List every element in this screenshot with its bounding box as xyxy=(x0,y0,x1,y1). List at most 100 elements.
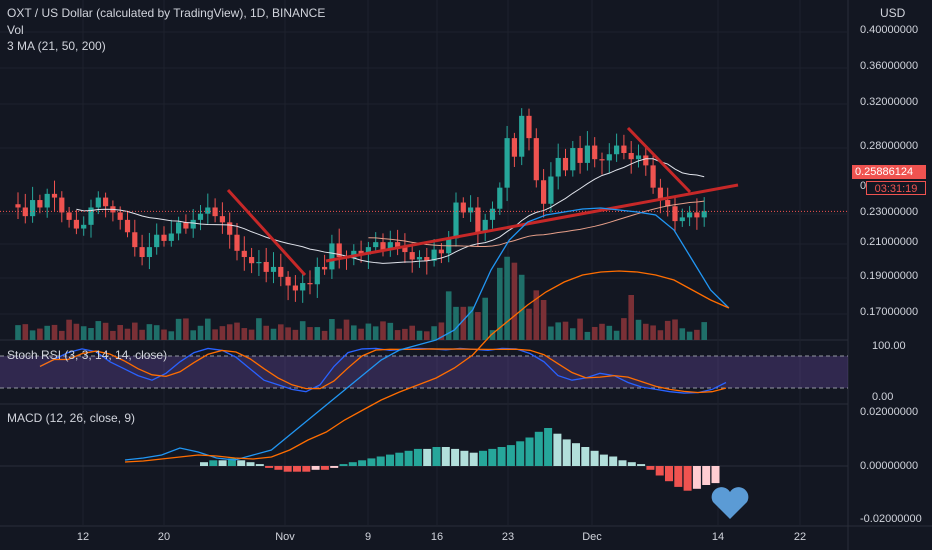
volume-bar xyxy=(635,319,642,340)
macd-histogram-bar xyxy=(339,464,348,466)
candle-body xyxy=(395,242,401,248)
candle-body xyxy=(497,187,503,209)
macd-histogram-bar xyxy=(497,447,506,466)
macd-histogram-bar xyxy=(646,466,655,470)
volume-bar xyxy=(643,323,649,340)
candle-body xyxy=(424,257,430,261)
macd-histogram-bar xyxy=(692,466,701,489)
volume-bar xyxy=(460,306,467,340)
volume-bar xyxy=(445,291,452,340)
macd-histogram-bar xyxy=(581,447,590,466)
volume-bar xyxy=(431,326,437,340)
volume-bar xyxy=(102,322,109,340)
time-tick: 14 xyxy=(711,531,725,543)
volume-bar xyxy=(190,330,196,340)
candle-body xyxy=(614,145,620,155)
volume-bar xyxy=(314,327,321,340)
volume-bar xyxy=(117,325,123,340)
macd-histogram-bar xyxy=(246,462,255,466)
volume-bar xyxy=(146,324,153,340)
stoch-tick: 0.00 xyxy=(872,391,894,403)
macd-histogram-bar xyxy=(348,462,357,466)
macd-histogram-bar xyxy=(255,464,264,466)
volume-bar xyxy=(66,319,72,340)
candle-body xyxy=(124,219,131,233)
macd-line xyxy=(124,207,730,461)
volume-bar xyxy=(285,327,291,340)
volume-bar xyxy=(278,324,284,340)
candle-body xyxy=(621,145,627,153)
trend-line xyxy=(226,188,307,277)
candle-body xyxy=(270,266,277,272)
volume-bar xyxy=(175,318,182,340)
macd-histogram-bar xyxy=(404,450,413,466)
volume-bar xyxy=(73,323,80,340)
volume-bar xyxy=(124,328,131,340)
candle-body xyxy=(482,219,488,233)
volume-bar xyxy=(212,329,218,340)
volume-bar xyxy=(51,324,58,340)
candle-body xyxy=(365,247,371,255)
volume-bar xyxy=(161,329,167,340)
candle-body xyxy=(322,266,328,270)
candle-body xyxy=(657,187,663,201)
candle-body xyxy=(161,234,167,241)
price-tick-partial: 0 xyxy=(860,180,867,192)
candle-body xyxy=(599,159,605,161)
volume-bar xyxy=(402,328,408,340)
volume-bar xyxy=(657,330,664,340)
macd-histogram-bar xyxy=(544,428,553,466)
candle-body xyxy=(73,219,79,229)
macd-histogram-bar xyxy=(525,437,534,466)
volume-bar xyxy=(555,322,561,340)
candle-body xyxy=(139,247,145,258)
volume-bar xyxy=(475,312,481,340)
macd-tick: 0.00000000 xyxy=(860,460,919,472)
candle-body xyxy=(329,243,335,270)
macd-histogram-bar xyxy=(200,462,208,466)
candle-body xyxy=(373,242,379,248)
macd-histogram-bar xyxy=(460,450,469,466)
volume-bar xyxy=(168,331,175,340)
symbol-title: OXT / US Dollar (calculated by TradingVi… xyxy=(7,6,326,20)
candle-body xyxy=(701,211,707,218)
volume-bar xyxy=(132,322,138,340)
macd-histogram-bar xyxy=(609,456,618,466)
candle-body xyxy=(431,249,437,261)
candle-body xyxy=(234,234,240,251)
price-tick: 0.17000000 xyxy=(860,306,919,318)
volume-bar xyxy=(591,326,598,340)
volume-bar xyxy=(59,330,65,340)
volume-bar xyxy=(694,329,700,340)
time-tick: 22 xyxy=(793,531,807,543)
volume-bar xyxy=(292,329,299,340)
macd-histogram-bar xyxy=(562,439,571,466)
macd-histogram-bar xyxy=(451,448,460,466)
macd-histogram-bar xyxy=(209,460,218,466)
candle-body xyxy=(511,138,517,157)
volume-bar xyxy=(234,322,240,340)
stoch-rsi-legend: Stoch RSI (3, 3, 14, 14, close) xyxy=(7,348,168,362)
candle-body xyxy=(307,283,313,285)
volume-bar xyxy=(577,318,583,340)
volume-bar xyxy=(650,325,656,340)
time-tick: 23 xyxy=(501,531,515,543)
volume-bar xyxy=(37,328,43,340)
volume-bar xyxy=(263,325,269,340)
macd-histogram-bar xyxy=(274,466,283,470)
candle-body xyxy=(643,155,649,166)
volume-bar xyxy=(621,318,627,340)
candle-body xyxy=(146,247,152,258)
volume-bar xyxy=(387,322,394,340)
price-tick: 0.32000000 xyxy=(860,96,919,108)
volume-bar xyxy=(197,325,204,340)
volume-bar xyxy=(424,331,430,340)
currency-label[interactable]: USD xyxy=(880,6,906,20)
macd-histogram-bar xyxy=(479,450,487,466)
candle-body xyxy=(526,115,532,139)
volume-bar xyxy=(88,328,94,340)
candle-body xyxy=(584,145,590,163)
macd-tick: 0.02000000 xyxy=(860,406,919,418)
bar-countdown: 03:31:19 xyxy=(866,181,926,195)
